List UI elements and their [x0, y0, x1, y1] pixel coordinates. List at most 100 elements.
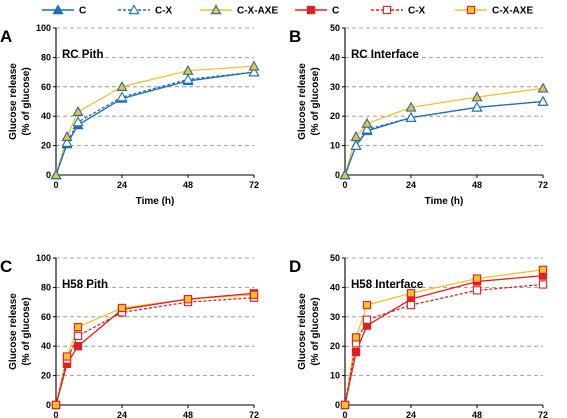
x-axis-label: Time (h) — [425, 196, 464, 207]
data-point-c-x — [72, 116, 84, 127]
data-point-c-x — [73, 331, 83, 341]
data-point-c-x-axe — [248, 60, 260, 71]
y-axis-label-line-2: (% of glucose) — [21, 67, 32, 135]
series-line-c-x — [55, 71, 255, 176]
series-line-c — [344, 274, 544, 406]
legend-item-6: C-X-AXE — [455, 6, 533, 17]
series-line-c — [344, 100, 544, 176]
y-tick-label: 50 — [330, 23, 340, 33]
x-tick-label: 24 — [406, 180, 416, 190]
y-tick-label: 40 — [41, 111, 51, 121]
x-tick-label: 0 — [53, 180, 58, 190]
legend-marker — [306, 5, 316, 15]
data-point-c-x — [350, 139, 362, 150]
y-tick-label: 20 — [330, 111, 340, 121]
x-tick-label: 0 — [53, 410, 58, 418]
y-tick-label: 30 — [330, 82, 340, 92]
y-tick-label: 80 — [41, 282, 51, 292]
y-axis-label-line-1: Glucose release — [297, 293, 308, 370]
data-point-c-x-axe — [471, 91, 483, 102]
data-point-c-x-axe — [249, 290, 259, 299]
panel-letter: B — [289, 27, 301, 46]
y-axis-label-line-2: (% of glucose) — [310, 297, 321, 365]
y-axis-label-line-1: Glucose release — [8, 63, 19, 140]
legend-marker — [210, 4, 222, 15]
y-tick-label: 20 — [41, 371, 51, 381]
x-tick-label: 24 — [117, 180, 127, 190]
x-tick-label: 24 — [406, 410, 416, 418]
legend-item-1: C — [42, 4, 86, 17]
y-tick-label: 50 — [330, 253, 340, 263]
data-point-c-x — [472, 286, 482, 295]
legend-label: C-X — [155, 6, 173, 17]
x-tick-label: 72 — [249, 410, 259, 418]
data-point-c-x-axe — [182, 64, 194, 75]
legend-marker — [382, 5, 392, 15]
panel-A: A 0 20 40 60 80 100 0 24 48 72 Time (h) Glucose rele… — [0, 23, 260, 207]
data-point-c-x-axe — [183, 295, 193, 304]
series-line-c — [55, 292, 255, 406]
data-point-c-x-axe — [62, 352, 72, 361]
x-tick-label: 24 — [117, 410, 127, 418]
y-tick-label: 80 — [41, 52, 51, 62]
data-point-c-x-axe — [350, 131, 362, 142]
data-point-c — [73, 342, 83, 351]
data-point-c-x — [116, 91, 128, 102]
panel-title: RC Pith — [62, 49, 104, 61]
y-tick-label: 0 — [46, 400, 51, 410]
y-tick-label: 100 — [36, 23, 51, 33]
y-tick-label: 0 — [335, 400, 340, 410]
data-point-c-x-axe — [537, 82, 549, 93]
data-point-c-x — [248, 66, 260, 77]
y-tick-label: 40 — [41, 341, 51, 351]
data-point-c-x-axe — [72, 106, 84, 117]
y-tick-label: 60 — [41, 312, 51, 322]
y-axis-label-line-2: (% of glucose) — [310, 67, 321, 135]
panel-letter: D — [289, 257, 301, 276]
panel-D: D010203040500244872Time (h)Glucose relea… — [289, 253, 548, 418]
data-point-c-x-axe — [538, 265, 548, 274]
x-tick-label: 48 — [472, 410, 482, 418]
x-tick-label: 72 — [249, 180, 259, 190]
series-line-c-x — [55, 297, 255, 406]
y-tick-label: 60 — [41, 82, 51, 92]
x-axis-label: Time (h) — [136, 196, 175, 207]
x-tick-label: 0 — [342, 410, 347, 418]
series-line-c-x-axe — [344, 87, 544, 176]
legend-marker — [128, 4, 140, 15]
data-point-c-x-axe — [405, 101, 417, 112]
y-tick-label: 40 — [330, 52, 340, 62]
panel-B: B 0 10 20 30 40 50 0 24 48 72 Time (h) Glucose relea… — [289, 23, 549, 207]
data-point-c-x-axe — [406, 289, 416, 298]
y-axis-label-line-2: (% of glucose) — [21, 297, 32, 365]
y-tick-label: 10 — [330, 141, 340, 151]
panel-letter: A — [0, 27, 12, 46]
y-tick-label: 100 — [36, 253, 51, 263]
data-point-c-x — [405, 111, 417, 122]
data-point-c-x-axe — [116, 81, 128, 92]
legend-label: C-X-AXE — [237, 6, 278, 17]
panel-title: H58 Interface — [351, 279, 423, 291]
data-point-c-x-axe — [362, 300, 372, 310]
x-tick-label: 48 — [183, 180, 193, 190]
data-point-c-x-axe — [472, 274, 482, 283]
data-point-c-x — [61, 136, 73, 147]
panel-C: C0204060801000244872Time (h)Glucose rele… — [0, 253, 259, 418]
y-tick-label: 30 — [330, 312, 340, 322]
data-point-c-x-axe — [51, 400, 61, 410]
x-tick-label: 72 — [538, 180, 548, 190]
y-tick-label: 40 — [330, 282, 340, 292]
legend-item-3: C-X-AXE — [200, 4, 278, 17]
series-line-c — [55, 71, 255, 176]
y-tick-label: 0 — [46, 170, 51, 180]
panel-title: RC Interface — [351, 49, 419, 61]
data-point-c-x-axe — [61, 131, 73, 142]
data-point-c-x — [537, 95, 549, 106]
data-point-c-x-axe — [50, 169, 62, 180]
legend-item-2: C-X — [118, 4, 173, 17]
series-line-c-x-axe — [55, 294, 255, 406]
panel-letter: C — [0, 257, 12, 276]
x-tick-label: 0 — [342, 180, 347, 190]
